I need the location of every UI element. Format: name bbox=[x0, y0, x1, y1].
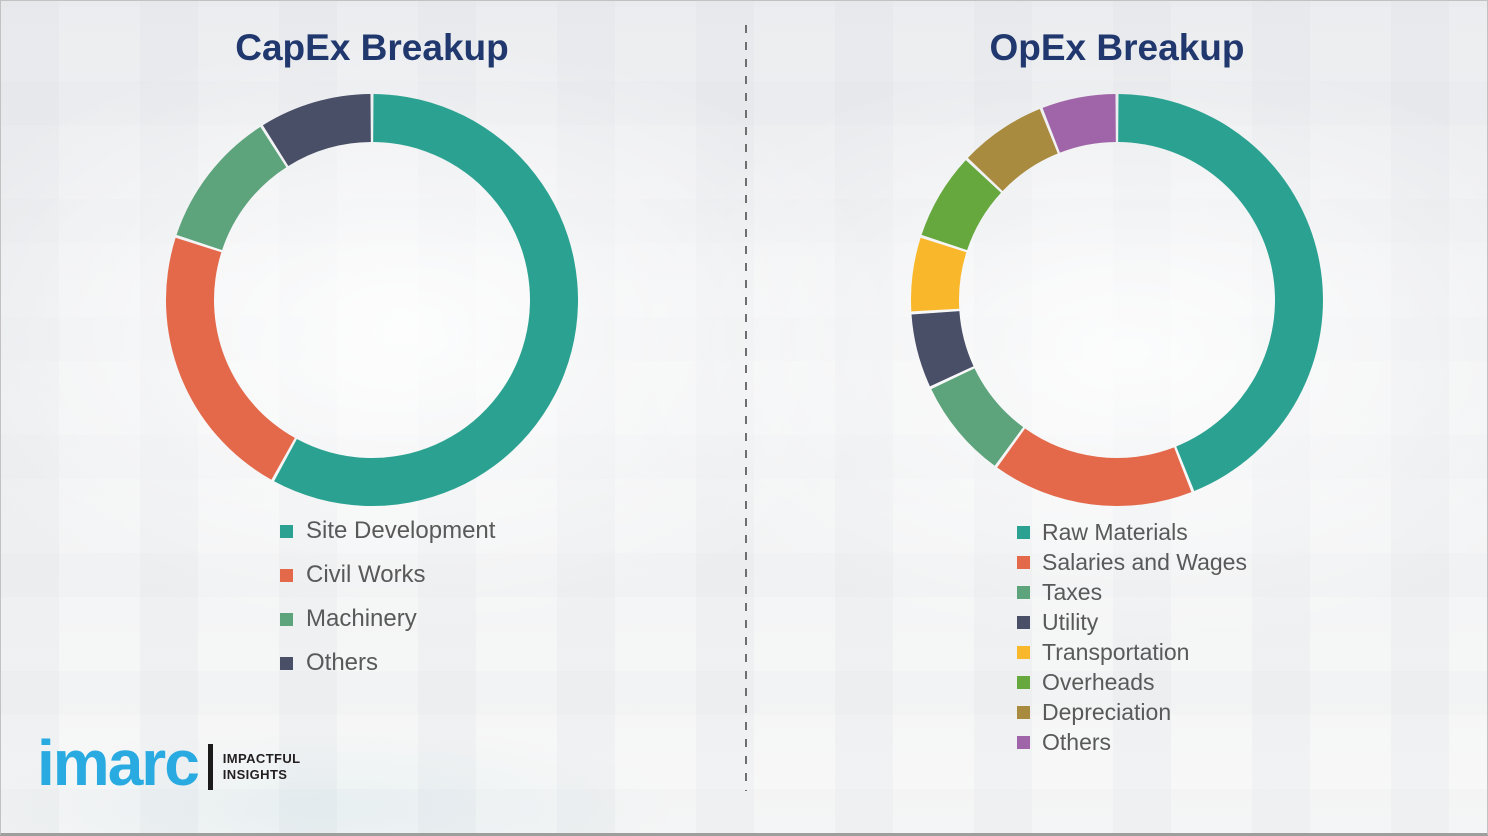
legend-label: Overheads bbox=[1042, 668, 1155, 695]
donut-slice-taxes bbox=[931, 368, 1024, 466]
legend-label: Transportation bbox=[1042, 638, 1190, 665]
legend-swatch-icon bbox=[1017, 525, 1030, 539]
donut-slice-machinery bbox=[176, 126, 287, 251]
legend-label: Salaries and Wages bbox=[1042, 548, 1247, 575]
legend-item: Civil Works bbox=[280, 553, 495, 597]
donut-slice-raw-materials bbox=[1118, 94, 1323, 491]
legend-swatch-icon bbox=[280, 568, 293, 582]
legend-label: Others bbox=[1042, 728, 1112, 755]
opex-title: OpEx Breakup bbox=[989, 27, 1245, 68]
legend-item: Site Development bbox=[280, 509, 495, 553]
donut-slice-depreciation bbox=[967, 109, 1058, 191]
legend-item: Raw Materials bbox=[1017, 517, 1247, 547]
legend-swatch-icon bbox=[1017, 675, 1030, 689]
legend-label: Civil Works bbox=[306, 561, 426, 588]
legend-item: Others bbox=[1017, 727, 1247, 757]
legend-item: Depreciation bbox=[1017, 697, 1247, 727]
legend-swatch-icon bbox=[280, 656, 293, 670]
legend-swatch-icon bbox=[280, 524, 293, 538]
legend-item: Overheads bbox=[1017, 667, 1247, 697]
opex-section: OpEx Breakup Raw Materials Salaries and W… bbox=[911, 1, 1323, 833]
legend-label: Depreciation bbox=[1042, 698, 1172, 725]
legend-swatch-icon bbox=[280, 612, 293, 626]
capex-section: CapEx Breakup Site Development Civil Work… bbox=[166, 1, 578, 833]
legend-swatch-icon bbox=[1017, 735, 1030, 749]
legend-swatch-icon bbox=[1017, 645, 1030, 659]
donut-slice-salaries-and-wages bbox=[997, 428, 1192, 506]
legend-label: Utility bbox=[1042, 608, 1099, 635]
opex-legend: Raw Materials Salaries and Wages Taxes Util… bbox=[1017, 517, 1247, 757]
donut-slice-site-development bbox=[274, 94, 578, 506]
donut-slice-utility bbox=[911, 311, 974, 387]
legend-label: Others bbox=[306, 649, 379, 676]
capex-donut-chart bbox=[166, 94, 578, 506]
legend-label: Raw Materials bbox=[1042, 518, 1188, 545]
legend-item: Utility bbox=[1017, 607, 1247, 637]
donut-slice-others bbox=[262, 94, 371, 166]
legend-swatch-icon bbox=[1017, 555, 1030, 569]
donut-slice-civil-works bbox=[166, 237, 295, 480]
tagline-line-2: INSIGHTS bbox=[222, 767, 288, 782]
legend-item: Others bbox=[280, 641, 495, 685]
opex-donut-chart bbox=[911, 94, 1323, 506]
legend-swatch-icon bbox=[1017, 585, 1030, 599]
legend-label: Site Development bbox=[306, 517, 496, 544]
legend-item: Taxes bbox=[1017, 577, 1247, 607]
donut-slice-transportation bbox=[911, 237, 967, 312]
imarc-logo: imarc IMPACTFUL INSIGHTS bbox=[37, 731, 301, 795]
legend-swatch-icon bbox=[1017, 615, 1030, 629]
capex-title: CapEx Breakup bbox=[235, 27, 509, 68]
donut-slice-others bbox=[1042, 94, 1116, 153]
legend-item: Machinery bbox=[280, 597, 495, 641]
capex-legend: Site Development Civil Works Machinery Othe… bbox=[280, 509, 495, 685]
dashed-divider bbox=[745, 25, 747, 791]
imarc-wordmark: imarc bbox=[37, 727, 200, 799]
legend-item: Salaries and Wages bbox=[1017, 547, 1247, 577]
donut-slice-overheads bbox=[921, 160, 1002, 251]
legend-swatch-icon bbox=[1017, 705, 1030, 719]
logo-divider-bar bbox=[207, 744, 213, 790]
legend-item: Transportation bbox=[1017, 637, 1247, 667]
tagline-line-1: IMPACTFUL bbox=[222, 750, 301, 766]
legend-label: Machinery bbox=[306, 605, 417, 632]
logo-tagline: IMPACTFUL INSIGHTS bbox=[223, 751, 301, 784]
legend-label: Taxes bbox=[1042, 578, 1103, 605]
